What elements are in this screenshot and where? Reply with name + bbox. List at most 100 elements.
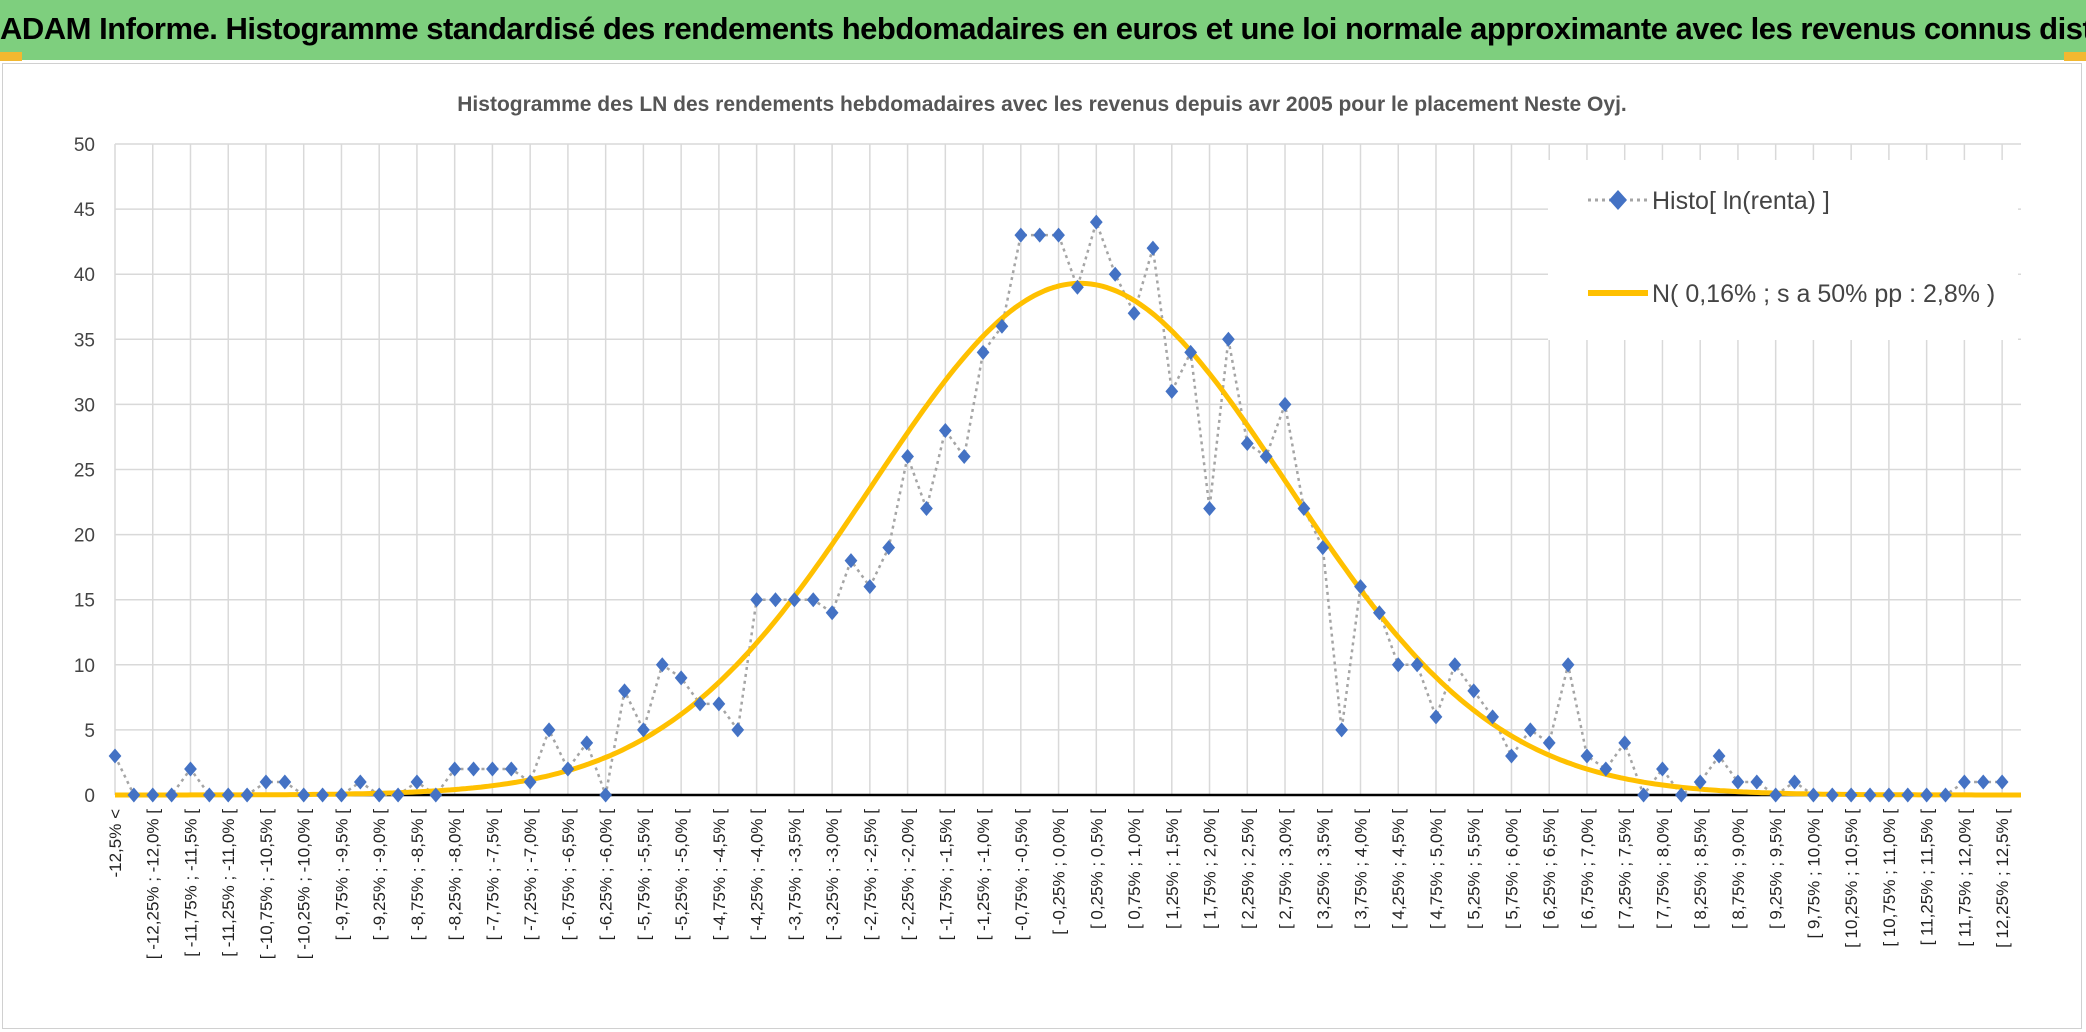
x-tick-label: [ -4,75% ; -4,5% [ <box>710 809 729 941</box>
y-tick-label: 35 <box>74 330 95 351</box>
histo-point <box>1637 787 1650 803</box>
histo-point <box>561 761 575 777</box>
histo-point <box>1146 240 1160 256</box>
histo-point <box>806 592 820 608</box>
x-tick-label: [ 0,75% ; 1,0% [ <box>1125 809 1144 929</box>
histo-point <box>1203 501 1216 517</box>
histo-point <box>410 774 424 790</box>
x-tick-label: [ 4,75% ; 5,0% [ <box>1427 809 1446 929</box>
x-tick-label: [ 3,25% ; 3,5% [ <box>1314 809 1333 929</box>
header-banner: ADAM Informe. Histogramme standardisé de… <box>0 0 2086 61</box>
histo-point <box>1769 787 1783 803</box>
y-tick-label: 50 <box>74 135 95 156</box>
histo-point <box>750 592 763 608</box>
x-tick-label: [ -11,25% ; -11,0% [ <box>219 809 238 957</box>
histo-point <box>259 774 273 790</box>
histo-point <box>1505 748 1518 764</box>
chart-title: Histogramme des LN des rendements hebdom… <box>457 93 1626 116</box>
histo-point <box>1052 227 1065 243</box>
banner-accent-left <box>0 52 22 61</box>
histo-point <box>486 761 499 777</box>
series-normal-curve <box>115 280 2021 798</box>
y-axis-ticks: 0 5 10 15 20 25 30 35 40 45 50 <box>74 135 95 807</box>
x-tick-label: [ 7,75% ; 8,0% [ <box>1653 809 1672 929</box>
histo-point <box>297 787 311 803</box>
histo-point <box>901 448 914 464</box>
page-title: ADAM Informe. Histogramme standardisé de… <box>0 11 2086 46</box>
histo-point <box>1825 787 1839 803</box>
histo-point <box>863 579 877 595</box>
histo-point <box>1542 735 1556 751</box>
x-tick-label: [ 5,25% ; 5,5% [ <box>1465 809 1484 929</box>
x-tick-label: [ -1,75% ; -1,5% [ <box>936 809 955 941</box>
histo-point <box>165 787 178 803</box>
histo-markers <box>108 214 2009 803</box>
histo-point <box>1486 709 1499 725</box>
banner-accent-right <box>2064 52 2086 61</box>
x-tick-label: [ -4,25% ; -4,0% [ <box>748 809 767 941</box>
y-tick-label: 25 <box>74 461 95 482</box>
x-tick-label: [ 8,75% ; 9,0% [ <box>1729 809 1748 929</box>
histo-point <box>1674 787 1688 803</box>
x-tick-label: [ 11,25% ; 11,5% [ <box>1918 809 1937 946</box>
histo-point <box>184 761 197 777</box>
histo-point <box>1184 344 1198 360</box>
histo-point <box>1373 605 1386 621</box>
histo-point <box>637 722 650 738</box>
x-tick-label: [ 12,25% ; 12,5% [ <box>1993 809 2012 948</box>
histo-point <box>1693 774 1707 790</box>
histo-point <box>920 501 933 517</box>
legend-label-histo: Histo[ ln(renta) ] <box>1652 187 1830 215</box>
x-tick-label: [ 1,75% ; 2,0% [ <box>1201 809 1220 929</box>
x-tick-label: [ -11,75% ; -11,5% [ <box>181 809 200 957</box>
histo-point <box>1731 774 1745 790</box>
y-tick-label: 30 <box>74 395 95 416</box>
histo-point <box>1976 774 1990 790</box>
x-axis-ticks: -12,5% < [ -12,25% ; -12,0% [[ -11,75% ; … <box>106 809 2012 960</box>
histo-point <box>1354 579 1367 595</box>
histo-point <box>146 787 160 803</box>
x-tick-label: [ 11,75% ; 12,0% [ <box>1955 809 1974 947</box>
x-tick-label: [ -10,25% ; -10,0% [ <box>295 809 314 960</box>
histo-point <box>938 422 952 438</box>
histo-point <box>127 787 141 803</box>
chart-legend: Histo[ ln(renta) ] N( 0,16% ; s a 50% pp… <box>1548 160 2018 340</box>
x-tick-label: [ 3,75% ; 4,0% [ <box>1352 809 1371 929</box>
histo-point <box>1656 761 1669 777</box>
histo-point <box>221 787 235 803</box>
x-tick-label: [ -2,75% ; -2,5% [ <box>861 809 880 941</box>
x-tick-label: [ -5,25% ; -5,0% [ <box>672 809 691 941</box>
histo-point <box>1316 540 1330 556</box>
histo-point <box>1788 774 1801 790</box>
histo-point <box>1127 305 1141 321</box>
y-tick-label: 45 <box>74 200 95 221</box>
x-tick-label: [ 10,25% ; 10,5% [ <box>1842 809 1861 948</box>
y-tick-label: 0 <box>84 786 95 807</box>
x-tick-label: -12,5% < <box>106 809 125 878</box>
x-tick-label: [ -3,25% ; -3,0% [ <box>823 809 842 941</box>
x-tick-label: [ -6,75% ; -6,5% [ <box>559 809 578 941</box>
histo-point <box>240 787 254 803</box>
y-tick-label: 40 <box>74 265 95 286</box>
histo-point <box>1391 657 1405 673</box>
histo-point <box>1448 657 1462 673</box>
histo-point <box>1014 227 1028 243</box>
y-tick-label: 15 <box>74 591 95 612</box>
x-tick-label: [ 4,25% ; 4,5% [ <box>1389 809 1408 929</box>
histo-point <box>1335 722 1349 738</box>
histo-point <box>882 540 896 556</box>
x-tick-label: [ -6,25% ; -6,0% [ <box>597 809 616 941</box>
histo-point <box>1523 722 1537 738</box>
x-tick-label: [ -5,75% ; -5,5% [ <box>634 809 653 941</box>
histo-point <box>1882 787 1896 803</box>
histo-point <box>108 748 122 764</box>
histo-point <box>1240 435 1254 451</box>
histo-point <box>844 553 858 569</box>
x-tick-label: [ 0,25% ; 0,5% [ <box>1087 809 1106 929</box>
histo-point <box>599 787 613 803</box>
histo-point <box>1920 787 1934 803</box>
x-tick-label: [ 6,75% ; 7,0% [ <box>1578 809 1597 929</box>
histo-point <box>523 774 537 790</box>
histo-point <box>1807 787 1820 803</box>
